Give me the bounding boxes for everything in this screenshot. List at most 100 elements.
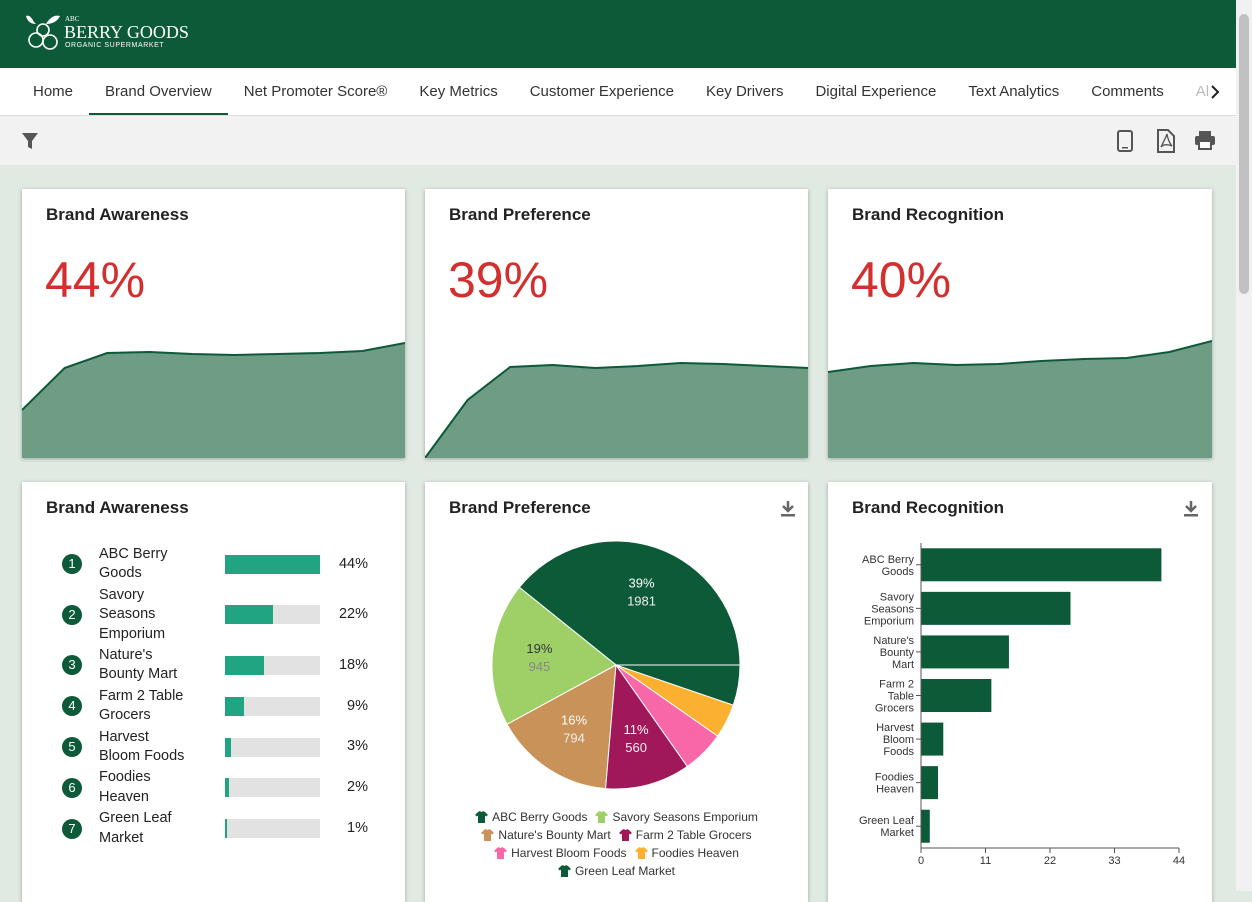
bar-track xyxy=(225,696,320,716)
legend: ABC Berry Goods Savory Seasons Emporium Na… xyxy=(465,810,768,878)
rank-number: 5 xyxy=(62,737,82,758)
nav-tab[interactable]: Customer Experience xyxy=(529,83,674,100)
sparkline-area xyxy=(22,343,405,458)
card-title: Brand Recognition xyxy=(852,205,1005,224)
y-tick-label: Mart xyxy=(892,659,914,671)
legend-item: ABC Berry Goods xyxy=(475,810,587,824)
brand-name: Farm 2 Table Grocers xyxy=(99,687,184,724)
legend-label: ABC Berry Goods xyxy=(492,810,588,824)
rank-number: 1 xyxy=(62,554,82,575)
ranking-list: 1 ABC Berry Goods 44% 2 Savory Seasons Empor… xyxy=(62,545,368,848)
legend-swatch xyxy=(494,847,508,859)
ranking-card: Brand Awareness 1 ABC Berry Goods 44% 2 Savo… xyxy=(22,482,405,902)
card-title: Brand Awareness xyxy=(46,205,189,224)
rank-number: 7 xyxy=(62,818,82,839)
kpi-card: Brand Recognition 40% xyxy=(828,189,1212,458)
x-tick-label: 33 xyxy=(1108,855,1120,867)
legend-swatch xyxy=(557,865,571,877)
filter-icon[interactable] xyxy=(21,131,39,151)
bar xyxy=(921,591,1071,625)
mobile-icon[interactable] xyxy=(1116,129,1134,153)
pie-slice xyxy=(605,663,689,790)
shirt-icon xyxy=(475,811,489,823)
legend-label: Harvest Bloom Foods xyxy=(511,846,627,860)
nav-tab[interactable]: Digital Experience xyxy=(815,83,937,100)
card-title: Brand Preference xyxy=(449,498,591,517)
slice-count: 560 xyxy=(625,740,647,755)
kpi-value: 39% xyxy=(448,252,549,308)
y-tick-label: ABC Berry xyxy=(862,554,914,566)
nav-tab[interactable]: Brand Overview xyxy=(89,68,228,115)
value-label: 9% xyxy=(347,697,368,714)
brand-name: Nature's Bounty Mart xyxy=(99,647,178,683)
bar xyxy=(225,696,245,716)
nav-tab[interactable]: Home xyxy=(33,83,74,100)
slice-count: 794 xyxy=(563,730,585,745)
header: ABC BERRY GOODS ORGANIC SUPERMARKET xyxy=(0,0,1236,68)
shirt-icon xyxy=(557,865,571,877)
pie-slice xyxy=(518,540,741,666)
y-tick-label: Nature's xyxy=(873,635,914,647)
value-label: 22% xyxy=(338,606,368,623)
x-tick-label: 0 xyxy=(918,855,924,867)
bar xyxy=(225,819,228,839)
y-tick-label: Market xyxy=(880,827,914,839)
pie-slice xyxy=(615,664,741,706)
bar xyxy=(921,722,944,756)
y-tick-label: Farm 2 xyxy=(879,679,914,691)
bar-track xyxy=(225,778,320,798)
nav-tab[interactable]: Net Promoter Score® xyxy=(243,83,388,100)
value-label: 2% xyxy=(347,779,368,796)
rank-number: 3 xyxy=(62,655,82,676)
nav-tab[interactable]: Comments xyxy=(1091,83,1164,100)
legend-item: Harvest Bloom Foods xyxy=(494,846,627,860)
print-icon[interactable] xyxy=(1194,130,1216,150)
ranking-row: 3 Nature's Bounty Mart 18% xyxy=(62,646,368,685)
x-tick-label: 11 xyxy=(980,855,991,867)
scrollbar[interactable] xyxy=(1236,0,1252,891)
rank-number: 6 xyxy=(62,777,82,798)
logo-icon xyxy=(26,15,60,50)
y-tick-label: Emporium xyxy=(864,615,914,627)
value-label: 3% xyxy=(347,738,368,755)
bar-track xyxy=(225,819,320,839)
bar-card: Brand Recognition ABC Berry Goods Savory Se… xyxy=(828,482,1212,902)
download-icon[interactable] xyxy=(780,500,796,518)
x-tick-label: 44 xyxy=(1173,855,1185,867)
nav-tab[interactable]: Key Drivers xyxy=(705,83,784,100)
legend-label: Green Leaf Market xyxy=(574,864,676,878)
bar xyxy=(921,679,992,712)
logo-small: ABC xyxy=(65,15,80,23)
legend-swatch xyxy=(475,811,489,823)
scroll-thumb[interactable] xyxy=(1239,14,1249,294)
brand-name: Harvest Bloom Foods xyxy=(99,728,185,765)
pie-slice xyxy=(491,586,617,726)
kpi-value: 40% xyxy=(851,252,952,308)
y-tick-label: Harvest xyxy=(876,722,914,734)
nav-next[interactable] xyxy=(1208,84,1222,100)
brand-name: Savory Seasons Emporium xyxy=(99,586,166,642)
y-tick-label: Green Leaf xyxy=(859,815,915,827)
shirt-icon xyxy=(618,829,632,841)
y-tick-label: Bounty xyxy=(880,647,915,659)
bar-track xyxy=(225,737,320,757)
y-tick-label: Seasons xyxy=(871,603,914,615)
x-tick-label: 22 xyxy=(1044,855,1056,867)
ranking-row: 5 Harvest Bloom Foods 3% xyxy=(62,728,368,767)
value-label: 1% xyxy=(347,819,368,836)
y-tick-label: Savory xyxy=(880,591,915,603)
download-icon[interactable] xyxy=(1183,500,1199,518)
pdf-icon[interactable] xyxy=(1156,129,1176,153)
nav-tab[interactable]: Key Metrics xyxy=(419,83,498,100)
ranking-row: 6 Foodies Heaven 2% xyxy=(62,768,368,807)
ranking-row: 1 ABC Berry Goods 44% xyxy=(62,545,368,584)
sparkline-area xyxy=(425,363,808,458)
bar xyxy=(921,766,939,800)
nav-tab[interactable]: Text Analytics xyxy=(968,83,1060,100)
bar-track xyxy=(225,554,320,574)
sparkline-area xyxy=(828,341,1212,458)
card-title: Brand Recognition xyxy=(852,498,1005,517)
nav-tab[interactable]: Al xyxy=(1195,83,1210,100)
brand-name: Foodies Heaven xyxy=(99,769,151,805)
